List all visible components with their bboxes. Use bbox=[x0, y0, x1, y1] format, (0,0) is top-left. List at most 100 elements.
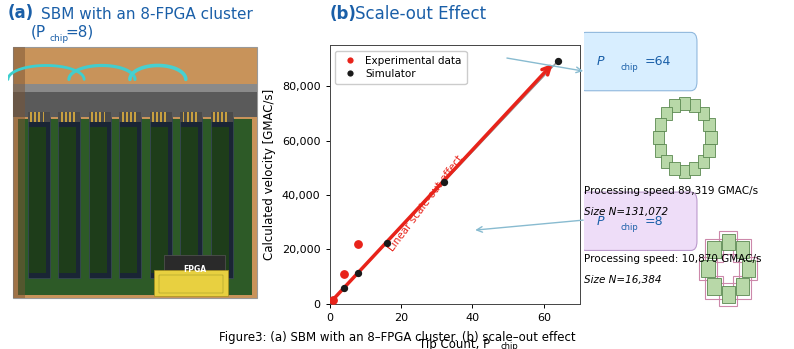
Text: (b): (b) bbox=[330, 5, 357, 23]
Bar bbox=[736, 278, 750, 295]
Simulator bbox=[326, 297, 339, 303]
Simulator bbox=[552, 58, 565, 64]
Bar bbox=[89, 112, 110, 122]
Text: chip: chip bbox=[620, 223, 638, 232]
Bar bbox=[89, 117, 110, 278]
FancyBboxPatch shape bbox=[580, 32, 697, 91]
Bar bbox=[225, 112, 227, 122]
Bar bbox=[91, 112, 93, 122]
Bar bbox=[706, 131, 717, 143]
Bar bbox=[90, 127, 107, 273]
Bar bbox=[722, 286, 734, 303]
Text: SBM with an 8-FPGA cluster: SBM with an 8-FPGA cluster bbox=[41, 7, 252, 22]
Bar bbox=[164, 112, 167, 122]
Bar bbox=[733, 239, 751, 262]
Simulator bbox=[380, 240, 393, 246]
Experimental data bbox=[326, 297, 339, 303]
Text: =64: =64 bbox=[645, 55, 671, 68]
Bar bbox=[149, 117, 172, 278]
Bar bbox=[703, 144, 715, 157]
Text: (P: (P bbox=[31, 25, 46, 40]
Bar bbox=[34, 112, 37, 122]
Text: =8): =8) bbox=[65, 25, 94, 40]
Bar bbox=[60, 112, 63, 122]
Bar bbox=[722, 233, 734, 251]
Bar bbox=[18, 119, 252, 295]
Bar bbox=[38, 112, 40, 122]
Bar bbox=[151, 127, 168, 273]
Text: $P$: $P$ bbox=[596, 55, 605, 68]
Bar bbox=[679, 165, 690, 178]
Text: Size N=131,072: Size N=131,072 bbox=[584, 207, 668, 217]
Text: chip: chip bbox=[620, 63, 638, 72]
Bar bbox=[58, 112, 80, 122]
FancyBboxPatch shape bbox=[580, 192, 697, 251]
Bar bbox=[212, 127, 229, 273]
Bar bbox=[191, 112, 193, 122]
Bar bbox=[121, 127, 137, 273]
Bar bbox=[121, 112, 124, 122]
Bar bbox=[669, 99, 680, 112]
Bar bbox=[29, 127, 46, 273]
Bar bbox=[119, 117, 141, 278]
Bar bbox=[661, 155, 672, 168]
Bar bbox=[28, 112, 49, 122]
Bar bbox=[213, 112, 215, 122]
Bar bbox=[183, 112, 184, 122]
Text: chip: chip bbox=[50, 34, 69, 43]
Bar bbox=[180, 112, 202, 122]
Bar bbox=[703, 118, 715, 131]
Simulator bbox=[337, 285, 350, 291]
Bar bbox=[156, 112, 158, 122]
Bar bbox=[119, 112, 141, 122]
Bar bbox=[707, 278, 720, 295]
Bar bbox=[103, 112, 106, 122]
Bar bbox=[704, 276, 723, 299]
Bar bbox=[95, 112, 97, 122]
Bar bbox=[707, 241, 720, 258]
Experimental data bbox=[352, 242, 364, 247]
Bar bbox=[43, 112, 44, 122]
Text: Processing speed 89,319 GMAC/s: Processing speed 89,319 GMAC/s bbox=[584, 186, 757, 196]
Bar bbox=[28, 117, 49, 278]
Text: Linear scale-out effect: Linear scale-out effect bbox=[387, 153, 465, 253]
Bar bbox=[210, 112, 233, 122]
Bar bbox=[655, 118, 666, 131]
Bar bbox=[669, 162, 680, 175]
Bar bbox=[13, 47, 25, 298]
Text: =8: =8 bbox=[645, 215, 663, 228]
Text: Size N=16,384: Size N=16,384 bbox=[584, 275, 661, 285]
Bar bbox=[701, 260, 715, 276]
Legend: Experimental data, Simulator: Experimental data, Simulator bbox=[335, 51, 467, 84]
Text: Tip Count, P: Tip Count, P bbox=[419, 339, 490, 349]
Bar bbox=[679, 97, 690, 110]
Bar bbox=[736, 241, 750, 258]
Y-axis label: Calculated velocity [GMAC/s]: Calculated velocity [GMAC/s] bbox=[264, 89, 276, 260]
Text: (a): (a) bbox=[8, 3, 34, 22]
Bar bbox=[655, 144, 666, 157]
Text: chip: chip bbox=[501, 342, 518, 349]
Bar bbox=[99, 112, 102, 122]
Bar bbox=[160, 112, 162, 122]
Bar bbox=[733, 276, 751, 299]
Bar bbox=[160, 275, 223, 293]
Bar bbox=[704, 239, 723, 262]
Bar bbox=[152, 112, 154, 122]
Bar bbox=[134, 112, 136, 122]
Bar bbox=[181, 127, 198, 273]
Bar bbox=[65, 112, 67, 122]
Simulator bbox=[437, 179, 450, 185]
Bar bbox=[222, 112, 223, 122]
Bar bbox=[699, 257, 717, 280]
Bar bbox=[149, 112, 172, 122]
Bar bbox=[155, 270, 228, 296]
Bar bbox=[130, 112, 132, 122]
Experimental data bbox=[337, 271, 350, 277]
Text: Figure3: (a) SBM with an 8–FPGA cluster. (b) scale–out effect: Figure3: (a) SBM with an 8–FPGA cluster.… bbox=[218, 331, 576, 344]
Bar bbox=[661, 107, 672, 120]
Bar bbox=[689, 162, 700, 175]
Bar bbox=[739, 257, 757, 280]
Simulator bbox=[352, 270, 364, 276]
Text: FPGA: FPGA bbox=[183, 265, 206, 274]
Bar bbox=[60, 127, 76, 273]
